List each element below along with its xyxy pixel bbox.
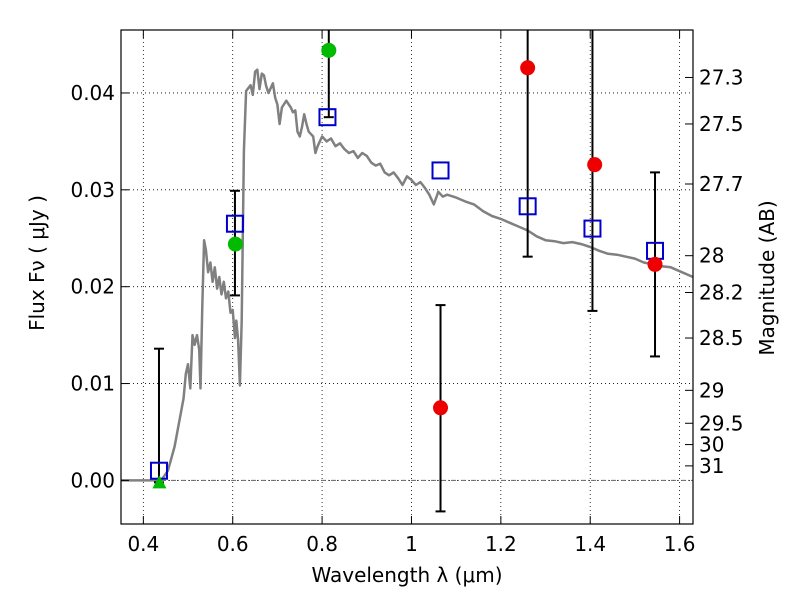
y-tick-label: 0.02 <box>70 275 115 299</box>
data-circle-marker <box>321 42 337 58</box>
model-square-marker <box>431 161 450 180</box>
data-triangle-marker <box>152 475 167 489</box>
x-axis-title: Wavelength λ (μm) <box>311 563 502 587</box>
grid-lines <box>121 30 693 524</box>
data-circle-marker <box>433 400 449 416</box>
y-tick-label: 0.00 <box>70 468 115 492</box>
right-tick-label: 31 <box>699 454 724 478</box>
x-tick-label: 0.4 <box>127 532 159 556</box>
right-tick-label: 27.7 <box>699 172 744 196</box>
data-circle-marker <box>227 236 243 252</box>
model-square-marker <box>518 197 537 216</box>
axis-tick-labels: 0.4 0.6 0.8 1 1.2 1.4 1.6 0.00 0.01 0.02 0.03 0.04 2… <box>70 65 743 556</box>
model-sed-curve <box>121 68 694 482</box>
axis-ticks <box>121 30 693 524</box>
right-tick-label: 29 <box>699 378 724 402</box>
right-tick-label: 30 <box>699 433 724 457</box>
y-axis-title: Flux Fν ( μJy ) <box>25 195 49 331</box>
right-tick-label: 28.5 <box>699 326 744 350</box>
x-tick-label: 0.6 <box>217 532 249 556</box>
y-right-axis-title: Magnitude (AB) <box>755 200 779 355</box>
sed-line <box>121 68 694 482</box>
x-tick-label: 1.4 <box>574 532 606 556</box>
x-tick-label: 0.8 <box>306 532 338 556</box>
x-tick-label: 1 <box>405 532 418 556</box>
plot-frame <box>120 29 694 525</box>
right-tick-label: 27.5 <box>699 112 744 136</box>
right-tick-label: 28 <box>699 244 724 268</box>
right-tick-label: 28.2 <box>699 280 744 304</box>
model-square-marker <box>225 214 244 233</box>
y-tick-label: 0.01 <box>70 372 115 396</box>
right-tick-label: 29.5 <box>699 411 744 435</box>
photometry-markers <box>149 42 665 489</box>
data-circle-marker <box>647 256 663 272</box>
y-tick-label: 0.03 <box>70 178 115 202</box>
y-tick-label: 0.04 <box>70 81 115 105</box>
right-tick-label: 27.3 <box>699 65 744 89</box>
x-tick-label: 1.6 <box>664 532 696 556</box>
model-square-marker <box>583 219 602 238</box>
plot-background <box>121 30 693 524</box>
x-tick-label: 1.2 <box>485 532 517 556</box>
data-circle-marker <box>520 60 536 76</box>
model-square-marker <box>318 108 337 127</box>
data-circle-marker <box>587 157 603 173</box>
